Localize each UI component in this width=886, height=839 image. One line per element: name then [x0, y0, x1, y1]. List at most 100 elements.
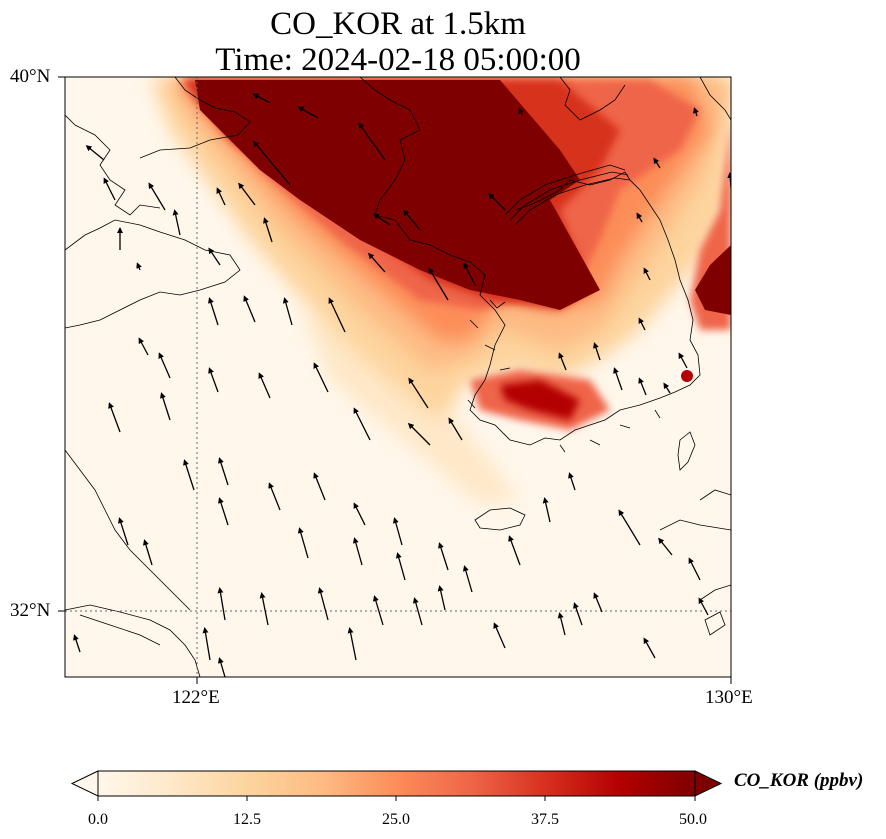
wind-arrow	[317, 587, 329, 621]
kyushu-coast	[659, 519, 731, 531]
wind-arrow	[238, 182, 256, 206]
wind-arrow	[263, 217, 273, 243]
wind-arrow	[487, 192, 506, 211]
lat-label-32n: 32°N	[10, 600, 51, 621]
colorbar-tick-1: 12.5	[233, 811, 261, 828]
wind-arrow	[658, 537, 673, 556]
wind-arrow	[253, 140, 291, 186]
wind-arrow	[372, 213, 391, 226]
wind-arrow	[372, 595, 384, 626]
wind-arrow	[202, 627, 211, 661]
wind-arrow	[297, 106, 319, 119]
wind-arrow	[368, 252, 386, 273]
bohai-coast	[65, 114, 161, 216]
wind-arrow	[282, 297, 293, 326]
wind-arrow	[218, 457, 229, 486]
wind-arrow	[73, 634, 81, 653]
wind-arrow	[243, 295, 256, 323]
colorbar-gradient	[98, 771, 695, 796]
wind-arrow	[297, 527, 309, 559]
wind-arrow	[352, 537, 363, 566]
colorbar	[70, 770, 723, 801]
shandong-coast	[65, 219, 241, 329]
wind-arrow	[353, 407, 371, 441]
map-frame	[64, 76, 732, 678]
wind-arrow	[613, 367, 623, 391]
wind-arrow	[259, 592, 269, 626]
wind-arrow	[593, 592, 603, 613]
small-island	[704, 611, 726, 636]
wind-arrow	[593, 342, 601, 361]
wind-arrow	[216, 187, 226, 206]
wind-arrow	[108, 402, 121, 433]
coastlines	[65, 77, 731, 677]
gridlines	[65, 77, 731, 677]
wind-arrow	[448, 417, 463, 441]
concentration-field	[65, 77, 731, 677]
wind-arrow	[568, 472, 576, 491]
tsushima-island	[677, 431, 696, 471]
lon-label-122e: 122°E	[172, 687, 220, 708]
wind-arrow	[183, 459, 195, 491]
wind-arrow	[636, 212, 643, 223]
wind-arrow	[258, 372, 271, 399]
wind-arrow	[542, 497, 551, 523]
axis-ticks	[58, 76, 732, 684]
wind-arrow	[252, 93, 271, 104]
wind-arrow	[493, 622, 506, 649]
colorbar-tick-4: 50.0	[679, 811, 707, 828]
wind-arrow	[143, 539, 153, 566]
wind-arrow	[408, 377, 429, 409]
wind-arrow	[573, 602, 583, 626]
wind-arrow	[638, 377, 647, 396]
wind-arrow	[698, 597, 709, 616]
lon-label-130e: 130°E	[705, 687, 753, 708]
wind-arrow	[693, 107, 699, 117]
wind-vectors	[73, 93, 731, 677]
colorbar-tick-3: 37.5	[531, 811, 559, 828]
lat-label-40n: 40°N	[10, 66, 51, 87]
wind-arrow	[663, 382, 671, 394]
wind-arrow	[403, 209, 421, 231]
kyushu-coast-north	[699, 489, 731, 501]
wind-arrow	[208, 367, 219, 393]
wind-arrow	[508, 535, 521, 566]
wind-arrow	[103, 177, 116, 201]
wind-arrow	[395, 552, 406, 581]
wind-arrow	[347, 627, 357, 661]
wind-arrow	[653, 157, 661, 169]
wind-arrow	[217, 587, 226, 621]
liaodong-coast	[139, 77, 251, 159]
wind-arrow	[407, 422, 431, 446]
wind-arrow	[688, 557, 701, 581]
wind-arrow	[518, 107, 524, 116]
korea-border-3	[514, 177, 631, 226]
wind-arrow	[160, 392, 171, 421]
wind-arrow	[678, 352, 688, 369]
wind-arrow	[557, 612, 566, 636]
yangtze-river	[79, 614, 161, 646]
map-title: CO_KOR at 1.5km	[270, 6, 526, 42]
china-east-coast	[65, 449, 191, 611]
wind-arrow	[85, 145, 105, 161]
wind-arrow	[358, 122, 386, 161]
wind-arrow	[558, 352, 567, 371]
colorbar-extend-min	[70, 770, 99, 797]
wind-arrow	[136, 262, 142, 271]
wind-arrow	[392, 517, 403, 546]
wind-arrow	[158, 352, 171, 379]
wind-arrow	[118, 517, 129, 546]
korea-border-2	[509, 171, 629, 221]
wind-arrow	[208, 247, 221, 266]
wind-arrow	[148, 182, 166, 211]
wind-arrow	[618, 509, 641, 546]
wind-arrow	[268, 482, 281, 511]
wind-arrow	[638, 317, 646, 331]
wind-arrow	[438, 542, 449, 571]
wind-arrow	[208, 297, 219, 326]
jeju-island	[474, 507, 526, 531]
colorbar-label: CO_KOR (ppbv)	[734, 770, 864, 791]
wind-arrow	[463, 262, 476, 286]
wind-arrow	[313, 362, 329, 393]
